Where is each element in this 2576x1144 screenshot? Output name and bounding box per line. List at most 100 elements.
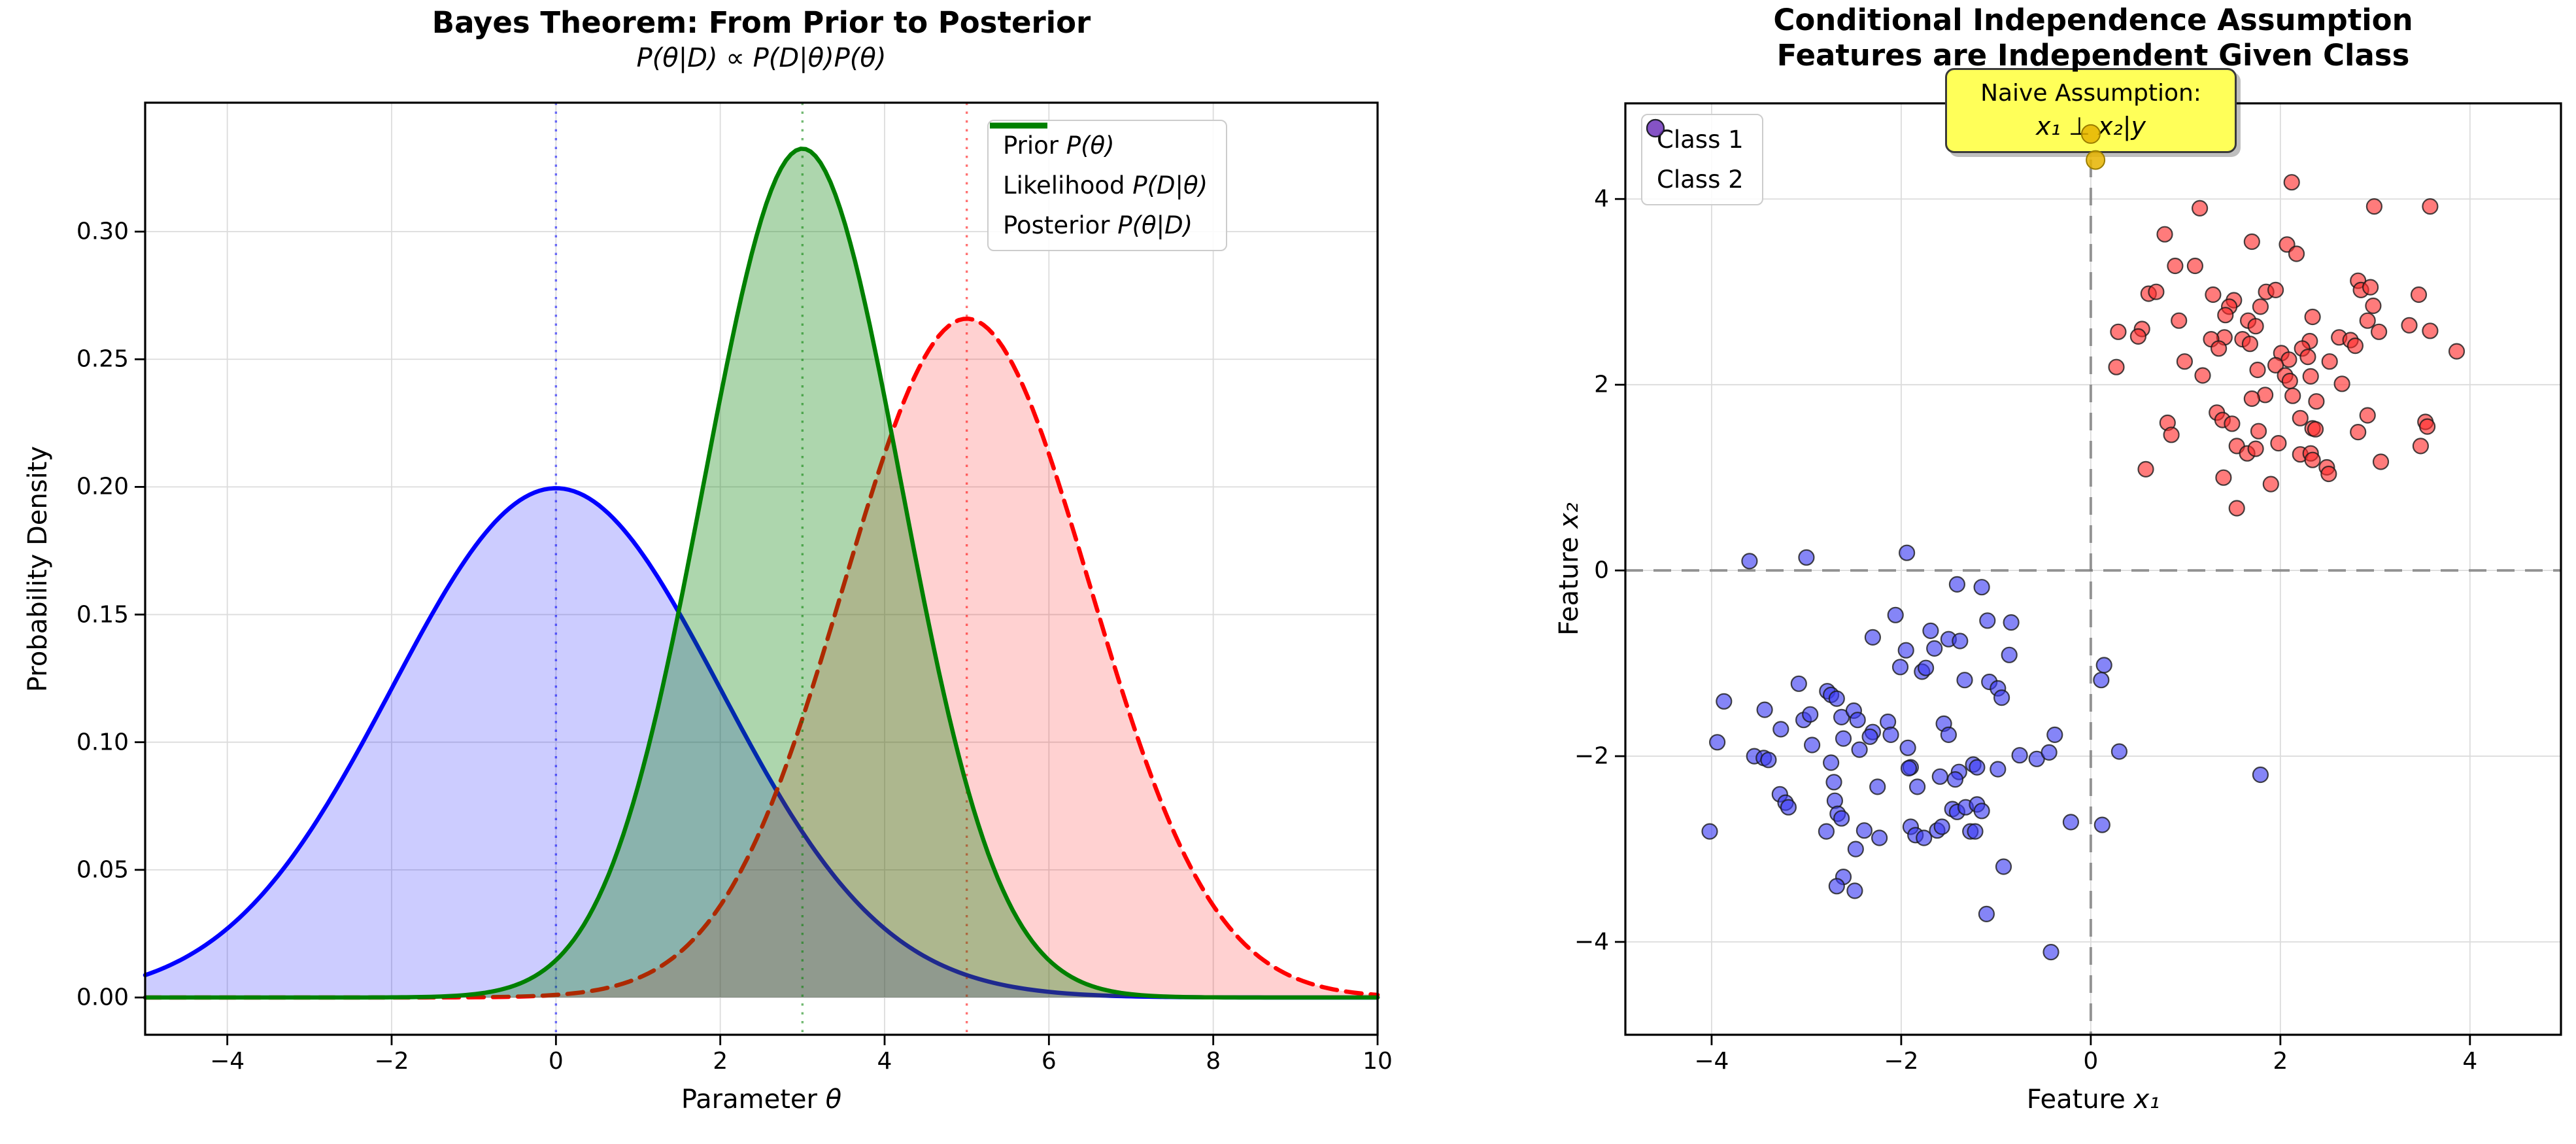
scatter-point-class2	[2110, 743, 2128, 760]
legend-item-prior: Prior P(θ)	[990, 122, 1208, 160]
y-tick-label: 0.30	[76, 218, 129, 245]
scatter-point-class1	[2137, 460, 2154, 478]
scatter-point-class2	[1861, 728, 1878, 745]
x-tick-label: 6	[1041, 1048, 1057, 1075]
legend-item-class2: Class 2	[1646, 118, 1744, 194]
scatter-point-class2	[2093, 672, 2110, 689]
scatter-point-class2	[1846, 882, 1863, 899]
left-chart-title: Bayes Theorem: From Prior to Posterior	[432, 5, 1091, 40]
legend-item-posterior: Posterior P(θ|D)	[990, 122, 1208, 239]
scatter-point-class1	[2186, 257, 2204, 275]
scatter-point-class2	[1818, 823, 1835, 840]
scatter-point-class1	[2288, 245, 2305, 262]
scatter-point-class2	[1790, 675, 1807, 692]
scatter-point-class1	[2191, 199, 2209, 217]
scatter-point-class1	[2205, 286, 2222, 303]
x-tick-label: 4	[2462, 1048, 2478, 1075]
scatter-point-class1	[2448, 343, 2466, 360]
scatter-point-class2	[1995, 858, 2012, 875]
scatter-point-class2	[1835, 730, 1852, 747]
scatter-point-class2	[1897, 642, 1914, 659]
scatter-point-class2	[1899, 739, 1916, 756]
scatter-point-class2	[1756, 701, 1773, 718]
left-legend: Prior P(θ) Likelihood P(D|θ) Posterior P(θ…	[987, 120, 1228, 251]
scatter-point-class1	[2281, 372, 2298, 390]
legend-label: Prior P(θ)	[1003, 131, 1115, 160]
scatter-point-class1	[2156, 226, 2173, 243]
scatter-point-class2	[1973, 803, 1990, 820]
scatter-point-class2	[1979, 612, 1996, 629]
scatter-point-class2	[1973, 579, 1990, 596]
x-tick-label: 10	[1363, 1048, 1393, 1075]
y-tick-label: 0.20	[76, 473, 129, 500]
scatter-point-class1	[2262, 476, 2279, 493]
scatter-point-class2	[2093, 816, 2110, 833]
left-chart-subtitle: P(θ|D) ∝ P(D|θ)P(θ)	[636, 43, 887, 73]
scatter-point-class1	[2194, 367, 2211, 384]
scatter-point-class1	[2304, 308, 2321, 326]
left-yaxis-label: Probability Density	[23, 445, 53, 693]
y-tick-label: 0.15	[76, 601, 129, 629]
left-plot-area: Prior P(θ) Likelihood P(D|θ) Posterior P(θ…	[76, 101, 1393, 1075]
left-xaxis-label: Parameter θ	[145, 1084, 1378, 1115]
scatter-point-class1	[2321, 353, 2338, 370]
right-plot-area: Class 1 Class 2 Naive Assumption: x₁ ⊥ x₂…	[1574, 68, 2562, 1075]
scatter-point-class2	[1828, 878, 1845, 895]
x-tick-label: 2	[713, 1048, 728, 1075]
scatter-point-class2	[1798, 549, 1815, 566]
scatter-point-class1	[2148, 283, 2165, 300]
posterior-fill	[145, 148, 1378, 998]
scatter-point-class2	[2011, 747, 2028, 764]
scatter-point-class2	[2041, 744, 2058, 761]
scatter-point-class1	[2304, 451, 2321, 468]
x-tick-label: −4	[1694, 1048, 1729, 1075]
scatter-point-class2	[1869, 778, 1886, 795]
scatter-point-class1	[2224, 415, 2241, 432]
scatter-point-class2	[2042, 943, 2059, 961]
scatter-point-class2	[1849, 712, 1866, 729]
scatter-point-class2	[1926, 640, 1943, 657]
scatter-point-class1	[2370, 323, 2388, 340]
y-tick-label: 0.25	[76, 345, 129, 373]
scatter-point-class2	[1967, 823, 1984, 840]
scatter-point-class2	[1900, 759, 1918, 777]
annotation-line2: x₁ ⊥ x₂|y	[2036, 112, 2146, 141]
scatter-point-class2	[1772, 721, 1789, 738]
scatter-point-class1	[2347, 338, 2364, 355]
scatter-point-class2	[1946, 771, 1964, 788]
scatter-point-class2	[2095, 657, 2112, 674]
x-tick-label: −2	[374, 1048, 409, 1075]
right-xaxis-label-text: Feature	[2026, 1084, 2134, 1115]
scatter-point-class2	[1856, 822, 1873, 839]
scatter-point-class1	[2359, 312, 2376, 329]
scatter-point-class2	[1933, 818, 1950, 835]
scatter-point-class1	[2359, 407, 2376, 424]
right-yaxis-label: Feature x₂	[1554, 502, 1584, 636]
right-chart-title-line1: Conditional Independence Assumption	[1773, 3, 2413, 37]
scatter-point-class2	[1851, 741, 1868, 758]
scatter-point-class1	[2267, 281, 2284, 298]
y-tick-label: 0.00	[76, 984, 129, 1011]
scatter-point-class1	[2241, 336, 2259, 353]
legend-label: Class 2	[1657, 165, 1744, 194]
posterior-curve	[143, 147, 1380, 1000]
scatter-point-class2	[1882, 726, 1899, 744]
scatter-point-class1	[2243, 233, 2260, 251]
scatter-point-class2	[1760, 752, 1777, 769]
x-tick-label: 8	[1206, 1048, 1221, 1075]
scatter-point-class2	[1701, 823, 1718, 840]
scatter-point-class1	[2350, 424, 2367, 441]
scatter-point-class2	[1956, 672, 1973, 689]
scatter-point-class1	[2422, 322, 2439, 339]
left-xaxis-label-text: Parameter	[681, 1084, 826, 1115]
scatter-point-class1	[2292, 409, 2309, 426]
scatter-point-class1	[2308, 393, 2325, 410]
right-xaxis-label: Feature x₁	[1625, 1084, 2561, 1115]
scatter-point-class2	[1823, 754, 1840, 771]
scatter-point-class2	[1847, 841, 1864, 858]
scatter-point-class1	[2210, 340, 2228, 357]
scatter-point-class2	[1887, 606, 1904, 623]
axes-spine	[144, 101, 1379, 1036]
x-tick-label: −2	[1884, 1048, 1919, 1075]
scatter-point-class2	[1833, 810, 1850, 827]
